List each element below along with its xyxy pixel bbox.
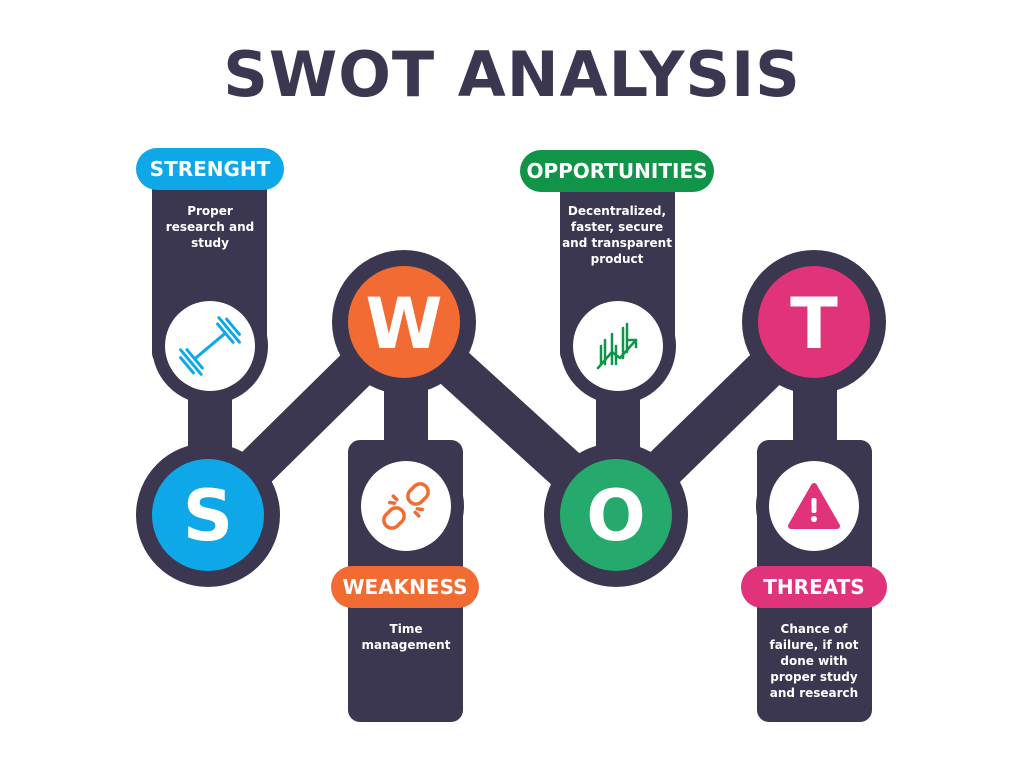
zigzag-connector <box>193 301 829 536</box>
letter-w-circle: W <box>332 250 476 394</box>
threats-label: THREATS <box>741 566 887 608</box>
growth-chart-icon <box>596 322 638 370</box>
letter-w: W <box>365 283 442 365</box>
letter-s-circle: S <box>136 443 280 587</box>
dumbbell-icon <box>179 316 241 376</box>
weakness-label: WEAKNESS <box>331 566 479 608</box>
letter-t: T <box>790 283 838 365</box>
threats-description: Chance of failure, if not done with prop… <box>769 622 859 700</box>
opportunities-description: Decentralized, faster, secure and transp… <box>562 204 672 266</box>
page-title: SWOT ANALYSIS <box>223 38 801 111</box>
letter-t-circle: T <box>742 250 886 394</box>
broken-chain-icon <box>382 482 430 530</box>
letter-o: O <box>586 475 646 557</box>
opportunities-label: OPPORTUNITIES <box>520 150 714 192</box>
letter-s: S <box>183 475 233 557</box>
strength-label: STRENGHT <box>136 148 284 190</box>
warning-icon <box>788 483 840 529</box>
weakness-description: Time management <box>361 622 451 652</box>
letter-o-circle: O <box>544 443 688 587</box>
strength-description: Proper research and study <box>165 204 255 250</box>
